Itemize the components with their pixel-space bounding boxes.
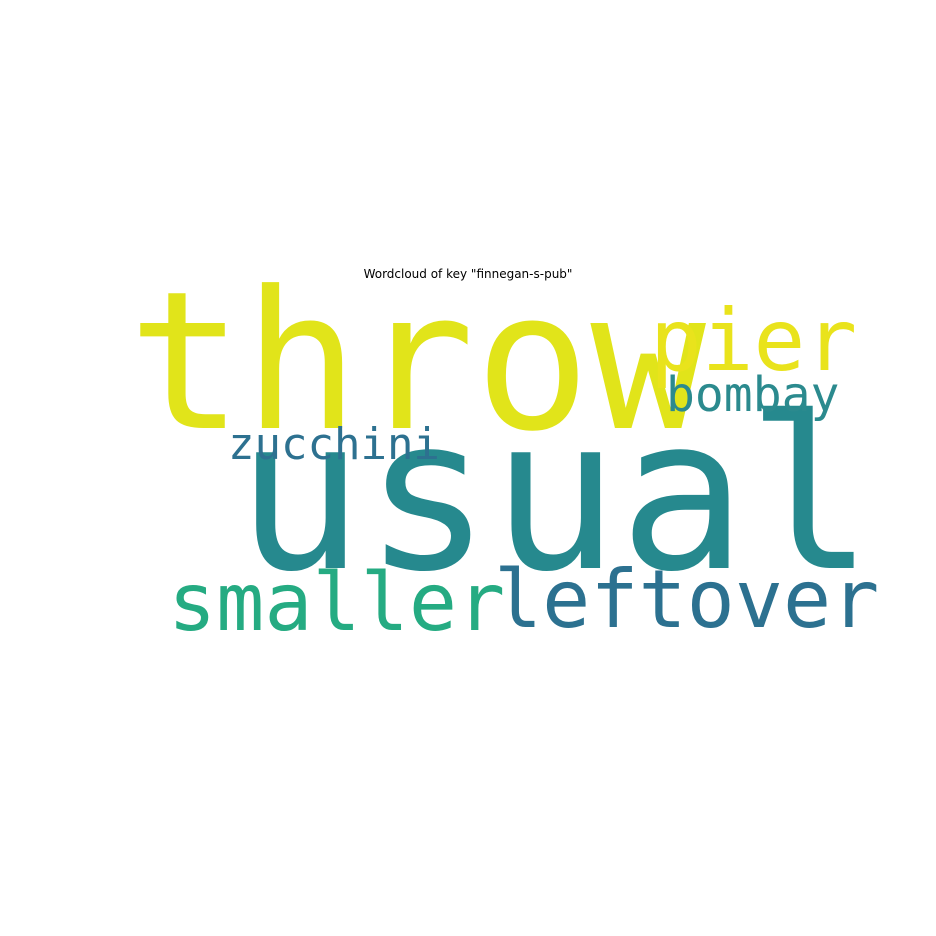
word-leftover: leftover bbox=[494, 553, 879, 646]
word-bombay: bombay bbox=[666, 367, 839, 423]
word-zucchini: zucchini bbox=[228, 419, 440, 470]
word-smaller: smaller bbox=[168, 556, 505, 649]
word-throw: throw bbox=[128, 251, 706, 474]
word-usual: usual bbox=[236, 371, 874, 618]
chart-title: Wordcloud of key "finnegan-s-pub" bbox=[363, 267, 573, 281]
word-pier: pier bbox=[650, 291, 857, 391]
